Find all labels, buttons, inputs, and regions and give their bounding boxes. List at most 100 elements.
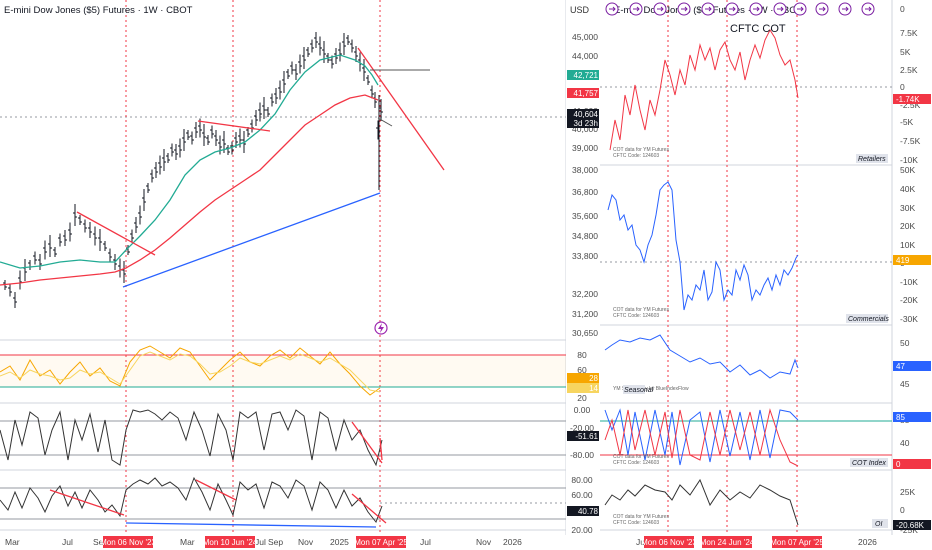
arrow-right-icon[interactable]	[773, 2, 787, 16]
arrow-right-icon[interactable]	[838, 2, 852, 16]
wr-trendline-short	[379, 437, 383, 461]
price-bar	[142, 189, 146, 211]
cot-tick-label: 0	[900, 82, 905, 92]
arrow-right-icon[interactable]	[749, 2, 763, 16]
osc-tick-label: -80.00	[570, 450, 594, 460]
stoch-trend-1	[49, 489, 125, 516]
cot-badge-bg	[893, 255, 931, 265]
cot-axis[interactable]: 07.5K5K2.5K0-2.5K-5K-7.5K-10K50K40K30K20…	[893, 4, 931, 535]
cot-tick-label: 30K	[900, 203, 915, 213]
price-tick-label: 44,000	[572, 51, 598, 61]
osc-tick-label: 80	[577, 350, 587, 360]
osc-badge-bg	[567, 431, 599, 441]
arrow-right-icon[interactable]	[677, 2, 691, 16]
time-axis-label: Sep	[268, 537, 283, 547]
price-bar	[68, 222, 72, 242]
price-bar	[262, 97, 266, 119]
price-tick-label: 40,000	[572, 124, 598, 134]
arrow-right-icon[interactable]	[815, 2, 829, 16]
time-axis-label: Nov	[476, 537, 492, 547]
price-tick-label: 38,000	[572, 165, 598, 175]
osc-badge: 14	[589, 384, 598, 393]
time-axis-label: Jul	[62, 537, 73, 547]
cot-index-tag-bg	[850, 458, 888, 467]
price-bar	[302, 47, 306, 69]
retailers-line	[609, 28, 799, 151]
osc-badge: 28	[589, 374, 598, 383]
seasonal-tag-bg	[623, 385, 645, 394]
price-bar	[58, 233, 62, 247]
osc-tick-label: 20.00	[571, 525, 593, 535]
time-axis-label: 2025	[330, 537, 349, 547]
price-bar	[178, 138, 182, 158]
cot-badge: 0	[896, 460, 901, 469]
price-badge-bg	[567, 70, 599, 80]
time-axis-label: Jul	[636, 537, 647, 547]
price-bar	[88, 222, 92, 238]
price-bar	[8, 283, 12, 297]
cot-badge-bg	[893, 412, 931, 422]
price-bar	[13, 292, 17, 308]
price-bar	[134, 217, 138, 233]
support-trendline	[122, 192, 381, 288]
price-bar	[202, 124, 206, 146]
price-bar	[38, 254, 42, 270]
cot-tick-label: 45	[900, 379, 910, 389]
date-tag: Mon 10 Jun '24	[203, 538, 258, 547]
price-bar	[338, 42, 342, 62]
price-bar	[214, 130, 218, 146]
time-axis-label: 2026	[858, 537, 877, 547]
price-bar	[370, 85, 374, 99]
cot-badge: 47	[896, 362, 905, 371]
price-bar	[210, 125, 214, 139]
cot-tick-label: 0	[900, 505, 905, 515]
osc-badge-bg	[567, 506, 599, 516]
rsi-line-yellow	[0, 351, 381, 393]
osc-badge: 40.78	[578, 507, 599, 516]
price-bar	[290, 61, 294, 75]
chart-title[interactable]: E-mini Dow Jones ($5) Futures · 1W · CBO…	[4, 5, 193, 16]
cot-tick-label: -2.5K	[900, 100, 921, 110]
arrow-right-icon[interactable]	[653, 2, 667, 16]
osc-tick-label: 60	[577, 365, 587, 375]
ema-green-line	[0, 54, 379, 269]
price-bar	[166, 153, 170, 163]
arrow-right-icon[interactable]	[701, 2, 715, 16]
price-badge: 41,757	[574, 89, 599, 98]
price-bar	[194, 122, 198, 138]
lightning-icon[interactable]	[374, 321, 388, 335]
time-axis-label: Sep	[93, 537, 108, 547]
resistance-trendline	[357, 47, 445, 171]
wr-line	[0, 409, 383, 467]
date-tag-bg	[205, 536, 255, 548]
stoch-trend-3	[351, 493, 387, 524]
arrow-right-icon[interactable]	[725, 2, 739, 16]
cot-tick-label: -10K	[900, 155, 918, 165]
stoch-trend-2	[195, 479, 237, 501]
cot-tick-label: 10K	[900, 240, 915, 250]
price-bar	[162, 149, 166, 171]
cot-tick-label: 7.5K	[900, 28, 918, 38]
cot-tick-label: 20K	[900, 221, 915, 231]
price-bar	[53, 247, 57, 257]
time-axis[interactable]: Mar Jul Sep Mar Jul Sep Nov 2025 Jul Nov 2026 Jul 20…	[5, 537, 877, 547]
price-bar	[154, 162, 158, 178]
cot-index-tag: COT Index	[852, 460, 886, 467]
arrow-right-icon[interactable]	[605, 2, 619, 16]
arrow-right-icon[interactable]	[861, 2, 875, 16]
price-bar	[274, 88, 278, 104]
date-tag: Mon 07 Apr '25	[770, 538, 824, 547]
price-tick-label: 33,800	[572, 251, 598, 261]
arrow-icons-row[interactable]	[605, 2, 875, 16]
cot-tick-label: -20K	[900, 295, 918, 305]
arrow-right-icon[interactable]	[793, 2, 807, 16]
arrow-right-icon[interactable]	[629, 2, 643, 16]
ema-red-line	[0, 94, 379, 286]
price-bar	[98, 229, 102, 251]
price-bar	[270, 93, 274, 107]
osc-tick-label: 60.00	[571, 490, 593, 500]
price-bar	[18, 270, 22, 290]
price-bar	[146, 183, 150, 193]
price-badge-bg	[567, 88, 599, 98]
